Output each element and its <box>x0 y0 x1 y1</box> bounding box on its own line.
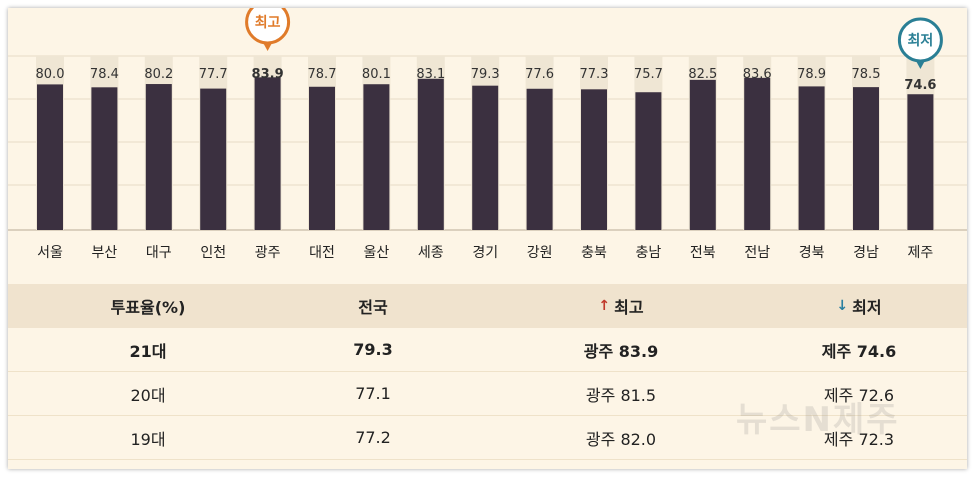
x-tick-label: 세종 <box>418 245 444 261</box>
bar <box>37 84 63 231</box>
row-highest: 광주 83.9 <box>583 341 659 361</box>
data-label: 80.0 <box>36 67 65 82</box>
bar <box>907 94 934 230</box>
bar <box>254 77 281 230</box>
x-tick-label: 서울 <box>37 245 63 261</box>
bar <box>526 88 553 230</box>
bar <box>689 79 716 230</box>
data-label: 77.3 <box>580 67 609 82</box>
data-label: 83.1 <box>416 67 445 82</box>
row-election: 21대 <box>129 341 167 361</box>
x-tick-label: 전북 <box>690 245 716 261</box>
x-tick-label: 대전 <box>309 245 335 261</box>
max-badge <box>245 8 291 45</box>
data-label: 79.3 <box>471 67 500 82</box>
row-election: 20대 <box>130 385 166 405</box>
row-national: 77.2 <box>355 428 391 447</box>
data-label: 80.1 <box>362 67 391 82</box>
row-national: 79.3 <box>353 340 393 359</box>
arrow-up-icon: ↑ <box>598 298 611 314</box>
bar <box>200 88 227 230</box>
x-tick-label: 강원 <box>527 245 553 261</box>
data-label: 83.9 <box>252 67 284 82</box>
row-national: 77.1 <box>355 384 391 403</box>
x-tick-label: 충남 <box>636 245 662 261</box>
x-tick-label: 경북 <box>799 245 825 261</box>
data-label: 80.2 <box>144 67 173 82</box>
bar <box>417 78 444 231</box>
x-tick-label: 경기 <box>472 245 498 261</box>
table-row: 19대 77.2 광주 82.0 제주 72.3 <box>8 416 967 460</box>
bar <box>635 92 662 230</box>
bar <box>853 87 879 230</box>
bar <box>744 77 771 231</box>
data-label: 75.7 <box>634 67 663 82</box>
x-tick-label: 울산 <box>364 245 390 261</box>
data-label: 77.7 <box>199 67 228 82</box>
chart-frame: 80.0 서울 78.4 부산 80.2 대구 77.7 인천 83.9 광주 78.7 대전 80.1… <box>8 8 967 469</box>
header-lowest-label: 최저 <box>852 298 882 317</box>
row-lowest: 제주 74.6 <box>821 341 897 361</box>
x-tick-label: 충북 <box>581 245 607 261</box>
bar <box>581 89 607 231</box>
x-tick-label: 전남 <box>744 245 770 261</box>
bar <box>363 84 390 230</box>
row-highest: 광주 81.5 <box>585 385 657 405</box>
arrow-down-icon: ↓ <box>836 298 849 314</box>
table-row: 21대 79.3 광주 83.9 제주 74.6 <box>8 328 967 372</box>
turnout-bar-chart: 80.0 서울 78.4 부산 80.2 대구 77.7 인천 83.9 광주 78.7 대전 80.1… <box>8 8 967 261</box>
data-label: 82.5 <box>688 67 717 82</box>
table-header-row: 투표율(%) 전국 ↑ 최고 ↓ 최저 <box>8 284 967 328</box>
max-badge-label: 최고 <box>255 15 281 31</box>
data-label: 78.7 <box>308 67 337 82</box>
row-lowest: 제주 72.3 <box>823 429 895 449</box>
bar <box>472 85 499 230</box>
row-election: 19대 <box>130 429 166 449</box>
row-highest: 광주 82.0 <box>585 429 657 449</box>
row-lowest: 제주 72.6 <box>823 385 895 405</box>
header-lowest: ↓ 최저 <box>759 284 959 328</box>
bar <box>145 84 172 230</box>
bar <box>798 86 825 230</box>
x-tick-label: 부산 <box>92 245 118 261</box>
data-label: 78.4 <box>90 67 119 82</box>
header-turnout: 투표율(%) <box>110 298 186 317</box>
bar <box>309 86 335 231</box>
bar <box>91 87 118 230</box>
min-badge <box>897 17 943 63</box>
min-badge-label: 최저 <box>908 33 934 49</box>
header-highest: ↑ 최고 <box>521 284 721 328</box>
header-highest-label: 최고 <box>614 298 644 317</box>
x-tick-label: 광주 <box>255 245 281 261</box>
data-label: 83.6 <box>743 67 772 82</box>
data-label: 78.9 <box>797 67 826 82</box>
turnout-table: 투표율(%) 전국 ↑ 최고 ↓ 최저 21대 79.3 광주 83.9 제주 … <box>8 284 967 460</box>
data-label: 77.6 <box>525 67 554 82</box>
watermark-logo: 뉴스N제주 <box>736 400 900 440</box>
x-tick-label: 제주 <box>908 245 934 261</box>
x-tick-label: 인천 <box>200 245 226 261</box>
header-national: 전국 <box>358 298 388 317</box>
x-tick-label: 경남 <box>853 245 879 261</box>
data-label: 74.6 <box>904 78 936 93</box>
table-row: 20대 77.1 광주 81.5 제주 72.6 <box>8 372 967 416</box>
x-tick-label: 대구 <box>146 245 172 261</box>
data-label: 78.5 <box>852 67 881 82</box>
